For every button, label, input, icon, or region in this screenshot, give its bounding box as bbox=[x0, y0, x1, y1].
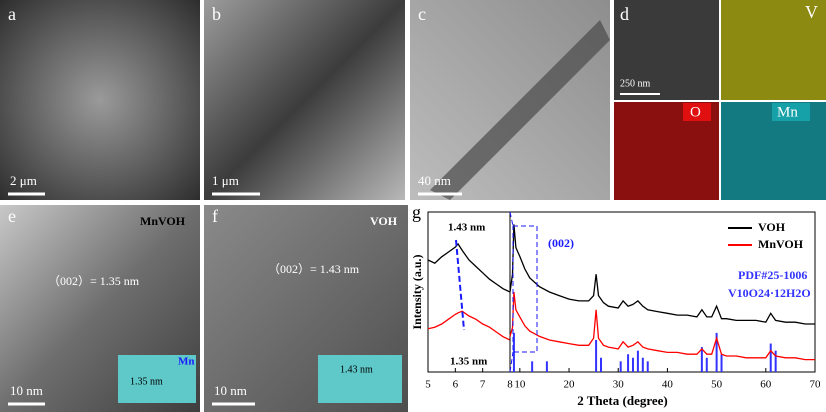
inset-label: 1.35 nm bbox=[130, 376, 163, 387]
panel-label: g bbox=[412, 202, 421, 222]
map-label: O bbox=[690, 104, 701, 120]
scale-label: 10 nm bbox=[214, 383, 247, 398]
series-line bbox=[427, 242, 511, 293]
scale-label: 1 μm bbox=[212, 173, 239, 188]
x-tick-label: 40 bbox=[662, 379, 674, 391]
zoom-line bbox=[509, 351, 514, 373]
x-tick-label: 70 bbox=[810, 379, 822, 391]
guide-line bbox=[455, 239, 465, 331]
scale-label: 250 nm bbox=[620, 78, 651, 89]
panel-label: a bbox=[8, 4, 16, 24]
sem-image bbox=[0, 0, 200, 200]
profile-inset bbox=[118, 355, 196, 403]
map-label-box bbox=[683, 103, 711, 121]
series-line bbox=[509, 224, 815, 325]
x-tick-label: 20 bbox=[564, 379, 576, 391]
x-tick-label: 6 bbox=[453, 379, 459, 391]
inset-label: 1.43 nm bbox=[340, 364, 373, 375]
annotation: （002）= 1.43 nm bbox=[268, 262, 360, 276]
legend-label: MnVOH bbox=[758, 237, 804, 251]
legend-label: VOH bbox=[758, 220, 786, 234]
profile-inset bbox=[318, 355, 402, 403]
scale-label: 2 μm bbox=[10, 173, 37, 188]
map-label: Mn bbox=[777, 104, 798, 120]
x-tick-label: 7 bbox=[480, 379, 486, 391]
panel-title: VOH bbox=[370, 214, 398, 228]
panel-label: d bbox=[620, 4, 629, 24]
panel-title: MnVOH bbox=[140, 214, 186, 228]
zoom-box bbox=[512, 225, 538, 353]
x-tick-label: 8 bbox=[507, 379, 513, 391]
panel-label: c bbox=[418, 4, 426, 24]
x-axis-label: 2 Theta (degree) bbox=[577, 393, 668, 408]
scale-label: 10 nm bbox=[10, 383, 43, 398]
annotation: (002) bbox=[548, 236, 574, 250]
annotation: 1.35 nm bbox=[450, 356, 487, 368]
annotation: 1.43 nm bbox=[448, 222, 485, 234]
nanobelt bbox=[430, 20, 610, 200]
panel-label: f bbox=[212, 206, 218, 226]
scale-label: 40 nm bbox=[418, 173, 451, 188]
map-label: V bbox=[805, 2, 818, 22]
x-tick-label: 10 bbox=[514, 379, 526, 391]
series-line bbox=[509, 291, 815, 361]
xrd-chart: 5 6 7 8 Intensity (a.u.) 1.43 nm 1.35 nm 10 20 30… bbox=[410, 211, 822, 408]
y-axis-label: Intensity (a.u.) bbox=[410, 254, 424, 329]
reference-label: PDF#25-1006 bbox=[738, 268, 807, 282]
plot-frame bbox=[427, 211, 511, 373]
v-map bbox=[721, 0, 826, 100]
map-label-box bbox=[772, 103, 810, 121]
annotation: （002）= 1.35 nm bbox=[48, 274, 140, 288]
x-tick-label: 30 bbox=[613, 379, 625, 391]
haadf-image bbox=[614, 0, 719, 100]
panel-label: e bbox=[8, 206, 16, 226]
tem-image bbox=[204, 0, 405, 200]
series-line bbox=[427, 310, 511, 341]
inset-label: Mn bbox=[178, 356, 195, 368]
x-tick-label: 5 bbox=[425, 379, 431, 391]
zoom-line bbox=[509, 211, 514, 227]
x-tick-label: 50 bbox=[711, 379, 723, 391]
reference-formula: V10O24·12H2O bbox=[728, 286, 811, 300]
tem-image bbox=[410, 0, 610, 200]
x-tick-label: 60 bbox=[760, 379, 772, 391]
panel-label: b bbox=[212, 4, 221, 24]
